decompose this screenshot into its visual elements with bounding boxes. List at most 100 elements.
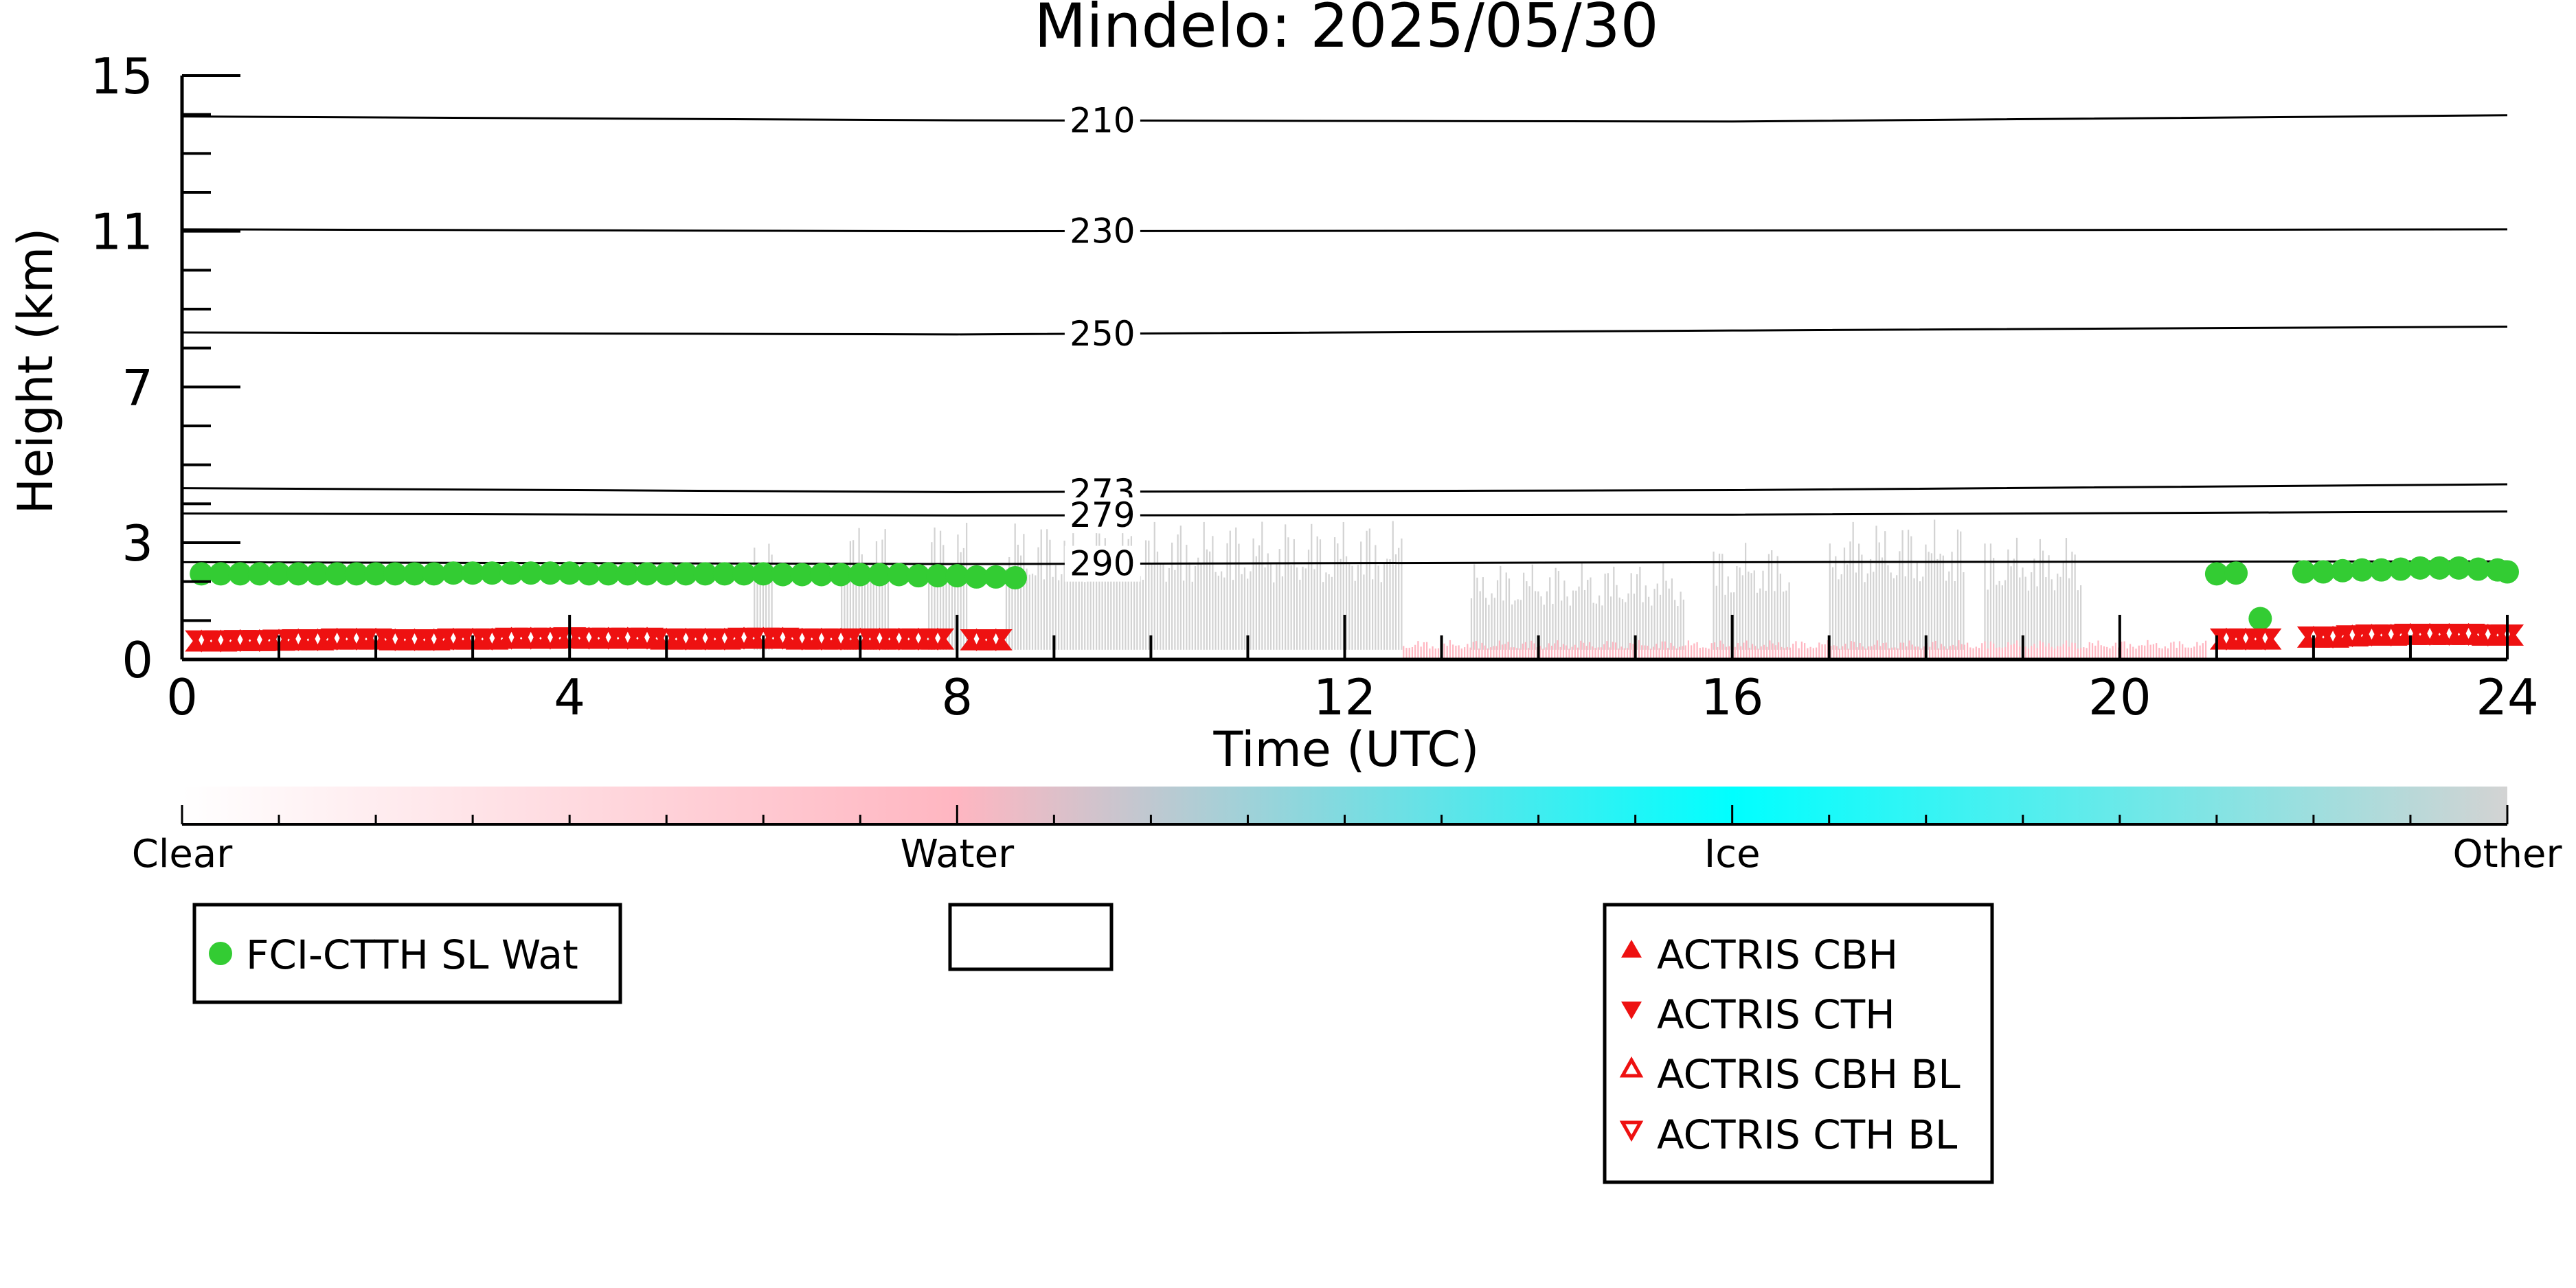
background-other-column: [1337, 543, 1339, 650]
background-water-column: [2135, 648, 2137, 659]
background-water-column: [2123, 641, 2125, 659]
background-other-column: [1835, 556, 1837, 650]
background-other-column: [1936, 558, 1939, 650]
background-water-column: [2161, 648, 2163, 659]
fci-ctth-point: [2248, 607, 2272, 631]
background-other-column: [1526, 581, 1528, 650]
background-other-column: [1127, 539, 1129, 650]
background-water-column: [2062, 644, 2064, 659]
background-water-column: [1699, 648, 1701, 659]
background-water-column: [1937, 648, 1939, 659]
actris-point-highlight: [2262, 632, 2268, 644]
actris-point-highlight: [973, 633, 980, 644]
fci-ctth-point: [868, 563, 892, 587]
background-water-column: [1626, 648, 1629, 659]
isotherm-line-250: [181, 326, 2508, 336]
fci-ctth-point: [2447, 556, 2471, 580]
background-other-column: [1653, 589, 1656, 650]
background-water-column: [1722, 644, 1724, 659]
fci-ctth-point: [2331, 558, 2355, 583]
background-water-column: [1658, 648, 1660, 659]
background-water-column: [1684, 645, 1686, 659]
background-water-column: [1533, 643, 1535, 659]
background-water-column: [2199, 645, 2201, 659]
background-water-column: [1673, 646, 1675, 659]
background-other-column: [1333, 537, 1336, 650]
background-other-column: [1118, 554, 1121, 650]
background-other-column: [1607, 573, 1609, 650]
fci-ctth-point: [2408, 556, 2432, 580]
actris-point-highlight: [489, 632, 495, 644]
fci-ctth-point: [964, 565, 988, 589]
background-other-column: [1232, 580, 1234, 650]
legend-cbh-bl-marker: [1619, 1056, 1644, 1078]
background-other-column: [1162, 563, 1164, 650]
background-other-column: [1031, 574, 1034, 650]
fci-ctth-point: [2204, 562, 2228, 586]
background-other-column: [2080, 585, 2082, 650]
background-water-column: [1972, 648, 1974, 659]
actris-point-highlight: [644, 631, 650, 643]
background-water-column: [1981, 643, 1983, 659]
legend-cth-bl-marker: [1619, 1120, 1644, 1142]
background-water-column: [2010, 644, 2012, 659]
background-other-column: [1508, 578, 1511, 650]
background-other-column: [1779, 574, 1782, 650]
background-water-column: [1574, 644, 1576, 659]
background-other-column: [1756, 592, 1759, 650]
background-other-column: [1075, 562, 1077, 650]
background-other-column: [1345, 556, 1348, 650]
background-water-column: [1504, 644, 1506, 659]
isotherm-label-210: 210: [1070, 100, 1135, 140]
background-water-column: [1577, 647, 1579, 659]
background-water-column: [2086, 648, 2088, 659]
background-water-column: [2170, 642, 2172, 659]
background-water-column: [2015, 640, 2018, 659]
background-other-column: [1069, 550, 1072, 650]
background-other-column: [1575, 590, 1577, 650]
background-other-column: [1901, 530, 1903, 650]
background-water-column: [1588, 642, 1591, 659]
background-other-column: [936, 581, 938, 650]
background-water-column: [2204, 640, 2207, 659]
background-other-column: [1998, 580, 2000, 650]
background-water-column: [1425, 642, 1428, 659]
background-other-column: [2077, 590, 2079, 650]
background-other-column: [879, 569, 881, 650]
background-water-column: [2178, 641, 2181, 659]
actris-point-highlight: [334, 632, 340, 644]
actris-point-highlight: [780, 631, 786, 643]
fci-ctth-point: [306, 562, 330, 586]
background-other-column: [1285, 524, 1287, 650]
background-water-column: [2059, 646, 2061, 659]
background-water-column: [2001, 648, 2003, 659]
background-other-column: [1893, 578, 1895, 650]
legend-satellite-box: [192, 903, 622, 1004]
background-other-column: [1392, 521, 1394, 650]
background-other-column: [1616, 585, 1618, 650]
background-other-column: [759, 576, 761, 650]
background-other-column: [2065, 538, 2068, 650]
background-water-column: [2140, 645, 2143, 659]
background-water-column: [1667, 648, 1669, 659]
background-other-column: [1864, 582, 1866, 650]
background-other-column: [1226, 543, 1228, 650]
background-other-column: [1618, 597, 1620, 650]
background-other-column: [939, 530, 942, 650]
background-other-column: [1401, 538, 1403, 650]
background-water-column: [1859, 643, 1861, 659]
background-water-column: [1458, 645, 1460, 659]
background-water-column: [2103, 646, 2105, 659]
background-other-column: [1546, 591, 1548, 650]
cloud-class-background: [754, 519, 2207, 659]
background-other-column: [1386, 558, 1388, 650]
fci-ctth-point: [752, 562, 776, 586]
background-other-column: [1642, 602, 1644, 650]
background-water-column: [1487, 648, 1489, 659]
background-other-column: [1869, 558, 1872, 650]
background-other-column: [1904, 576, 1906, 650]
background-other-column: [1307, 550, 1310, 650]
background-other-column: [771, 554, 773, 650]
fci-ctth-point: [596, 562, 620, 586]
background-water-column: [1545, 647, 1547, 659]
